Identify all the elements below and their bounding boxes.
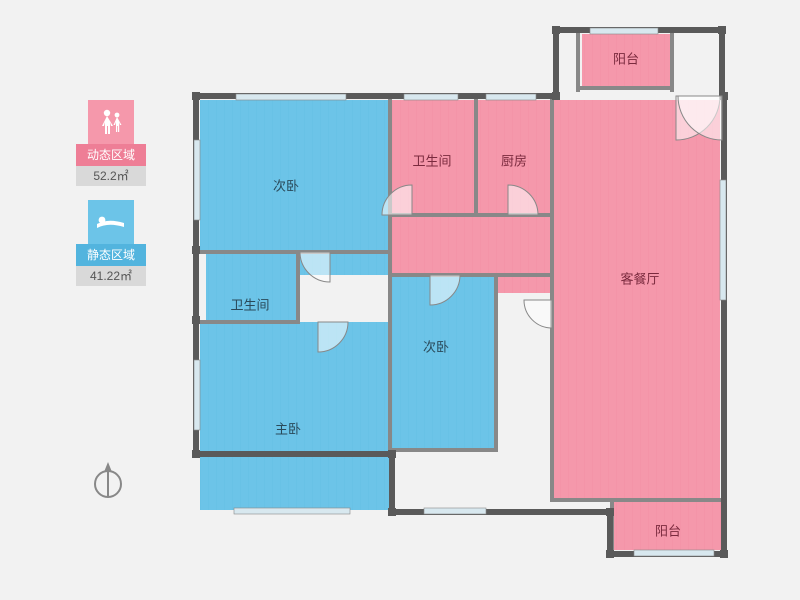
sleep-icon <box>88 200 134 244</box>
room-label: 主卧 <box>275 419 301 438</box>
compass-icon <box>90 458 126 507</box>
legend-static-zone: 静态区域 41.22㎡ <box>76 200 146 286</box>
legend-static-label: 静态区域 <box>76 244 146 266</box>
room-label: 卫生间 <box>412 151 451 170</box>
people-icon <box>88 100 134 144</box>
room-label: 卫生间 <box>230 295 269 314</box>
floorplan-canvas <box>0 0 800 600</box>
room-label: 阳台 <box>613 49 639 68</box>
room-label: 厨房 <box>501 151 527 170</box>
room-label: 客餐厅 <box>620 269 659 288</box>
legend-dynamic-zone: 动态区域 52.2㎡ <box>76 100 146 186</box>
room-label: 次卧 <box>273 176 299 195</box>
room-label: 阳台 <box>655 521 681 540</box>
legend-dynamic-label: 动态区域 <box>76 144 146 166</box>
legend-static-value: 41.22㎡ <box>76 266 146 286</box>
room-label: 次卧 <box>423 337 449 356</box>
legend-dynamic-value: 52.2㎡ <box>76 166 146 186</box>
